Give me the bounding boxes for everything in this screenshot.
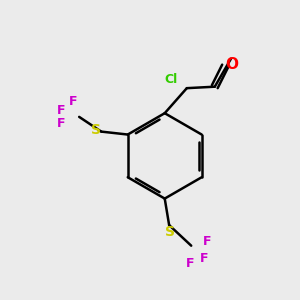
- Text: S: S: [165, 225, 175, 238]
- Text: Cl: Cl: [164, 73, 177, 86]
- Text: F: F: [57, 104, 65, 117]
- Text: F: F: [203, 235, 212, 248]
- Text: F: F: [200, 252, 209, 265]
- Text: F: F: [69, 95, 77, 108]
- Text: F: F: [185, 257, 194, 271]
- Text: O: O: [225, 57, 238, 72]
- Text: F: F: [57, 117, 65, 130]
- Text: S: S: [91, 123, 101, 137]
